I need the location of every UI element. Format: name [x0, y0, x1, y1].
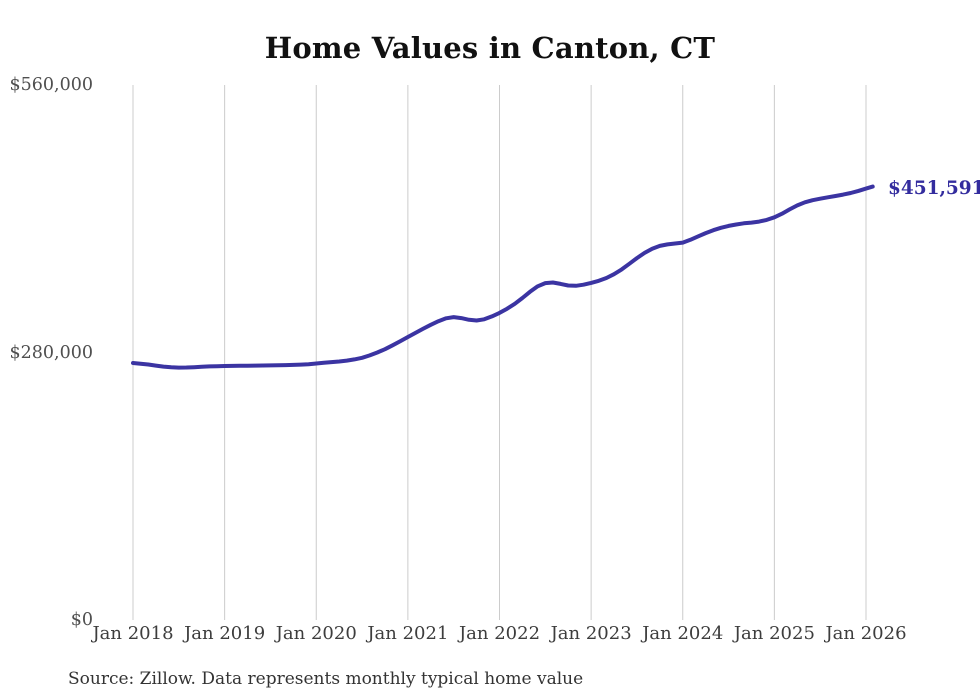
y-axis-tick-label: $0: [70, 610, 93, 630]
chart-title: Home Values in Canton, CT: [264, 31, 716, 65]
x-axis-tick-label: Jan 2020: [275, 623, 357, 644]
home-value-line: [131, 184, 875, 370]
x-axis-tick-label: Jan 2024: [642, 623, 724, 644]
latest-value-label: $451,591: [888, 177, 980, 199]
x-axis-tick-label: Jan 2021: [367, 623, 449, 644]
x-axis-tick-label: Jan 2018: [92, 623, 174, 644]
x-axis-tick-label: Jan 2019: [184, 623, 266, 644]
y-axis-tick-label: $560,000: [9, 75, 93, 95]
y-axis-tick-label: $280,000: [9, 342, 93, 363]
x-axis-tick-label: Jan 2026: [825, 623, 907, 644]
x-axis-tick-label: Jan 2025: [733, 623, 815, 644]
x-axis-tick-label: Jan 2022: [458, 623, 541, 644]
x-axis-tick-label: Jan 2023: [550, 623, 632, 644]
source-note: Source: Zillow. Data represents monthly …: [68, 669, 584, 689]
